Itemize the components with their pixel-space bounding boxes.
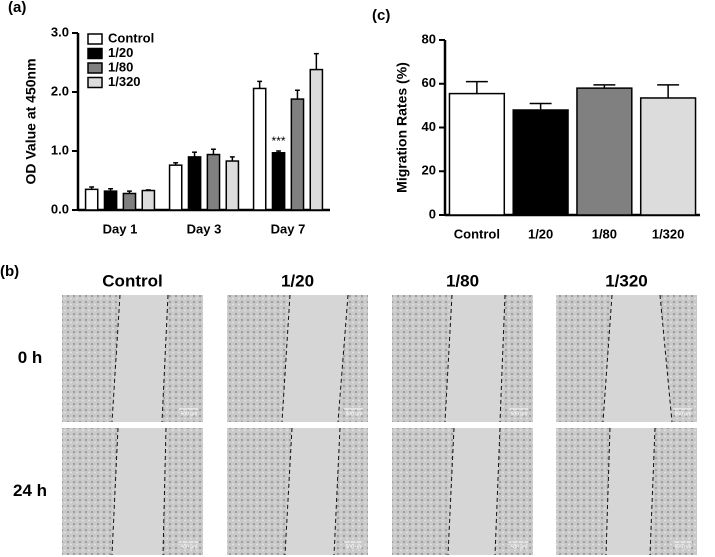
- y-tick-label: 0.0: [51, 201, 69, 216]
- bar: [309, 68, 324, 211]
- scratch-area: [603, 295, 672, 422]
- wound-edge: [284, 427, 293, 556]
- wound-edge: [659, 294, 673, 423]
- bar: [512, 109, 569, 216]
- wound-edge: [499, 294, 506, 423]
- row-label: 24 h: [13, 481, 47, 500]
- bar: [141, 189, 156, 211]
- bar: [168, 164, 183, 211]
- scratch-area: [445, 295, 505, 422]
- y-axis-title: Migration Rates (%): [394, 62, 410, 193]
- y-tick-label: 80: [422, 31, 436, 46]
- scratch-area: [285, 428, 340, 555]
- x-tick-label: Day 1: [103, 221, 138, 236]
- wound-edge: [111, 427, 119, 556]
- x-tick-label: Control: [454, 226, 500, 241]
- column-header: 1/80: [446, 271, 479, 290]
- legend-swatch: [87, 33, 103, 45]
- legend-swatch: [87, 76, 103, 89]
- y-tick-label: 2.0: [51, 83, 69, 98]
- scratch-area: [282, 295, 348, 422]
- bar: [576, 87, 633, 216]
- column-header: 1/20: [281, 271, 314, 290]
- legend-swatch: [87, 47, 103, 60]
- bar: [252, 87, 267, 211]
- legend-label: Control: [108, 30, 154, 45]
- scale-bar-label: 500 µm: [511, 411, 528, 417]
- wound-edge: [162, 427, 167, 556]
- wound-edge: [281, 294, 291, 423]
- scratch-area: [606, 428, 655, 555]
- x-tick-label: 1/80: [592, 226, 617, 241]
- wound-edge: [494, 427, 501, 556]
- bar: [187, 156, 202, 211]
- bar: [84, 188, 99, 211]
- panel-label: (a): [8, 0, 26, 16]
- x-tick-label: 1/320: [652, 226, 685, 241]
- wound-edge: [649, 427, 656, 556]
- wound-edge: [111, 294, 121, 423]
- scale-bar-label: 500 µm: [346, 411, 363, 417]
- bar: [225, 160, 240, 211]
- panel-label: (b): [0, 263, 19, 280]
- legend-label: 1/320: [108, 74, 141, 89]
- y-axis-title: OD Value at 450nm: [23, 58, 39, 184]
- panel-label: (c): [372, 7, 390, 24]
- scratch-area: [448, 428, 500, 555]
- y-tick-label: 20: [422, 163, 436, 178]
- wound-edge: [444, 294, 453, 423]
- scale-bar-label: 500 µm: [511, 544, 528, 550]
- annotation: ***: [272, 134, 286, 148]
- bar: [271, 152, 286, 211]
- wound-edge: [605, 427, 611, 556]
- microscopy-panel: (b) Control 1/20 1/80 1/320 0 h 500 µm 500 µm 50…: [0, 263, 697, 556]
- wound-edge: [333, 427, 341, 556]
- wound-edge: [602, 294, 613, 423]
- bar: [639, 97, 697, 216]
- column-header: 1/320: [605, 271, 648, 290]
- x-tick-label: 1/20: [528, 226, 553, 241]
- y-tick-label: 60: [422, 75, 436, 90]
- bar: [290, 98, 305, 211]
- y-tick-label: 0: [429, 206, 436, 221]
- wound-edge: [161, 294, 169, 423]
- wound-edge: [337, 294, 349, 423]
- legend-label: 1/20: [108, 45, 133, 60]
- scale-bar-label: 500 µm: [181, 411, 198, 417]
- bar: [122, 192, 137, 211]
- scratch-area: [112, 428, 166, 555]
- scale-bar-label: 500 µm: [675, 411, 692, 417]
- bar: [448, 92, 506, 216]
- scale-bar-label: 500 µm: [675, 544, 692, 550]
- row-label: 0 h: [18, 348, 43, 367]
- legend-label: 1/80: [108, 59, 133, 74]
- y-tick-label: 3.0: [51, 24, 69, 39]
- x-tick-label: Day 7: [271, 221, 306, 236]
- bar: [103, 190, 118, 211]
- y-tick-label: 40: [422, 119, 436, 134]
- legend-swatch: [87, 62, 103, 74]
- scale-bar-label: 500 µm: [346, 544, 363, 550]
- scale-bar-label: 500 µm: [181, 544, 198, 550]
- x-tick-label: Day 3: [187, 221, 222, 236]
- y-tick-label: 1.0: [51, 142, 69, 157]
- column-header: Control: [102, 271, 162, 290]
- scratch-area: [112, 295, 168, 422]
- bar: [206, 153, 221, 211]
- wound-edge: [447, 427, 455, 556]
